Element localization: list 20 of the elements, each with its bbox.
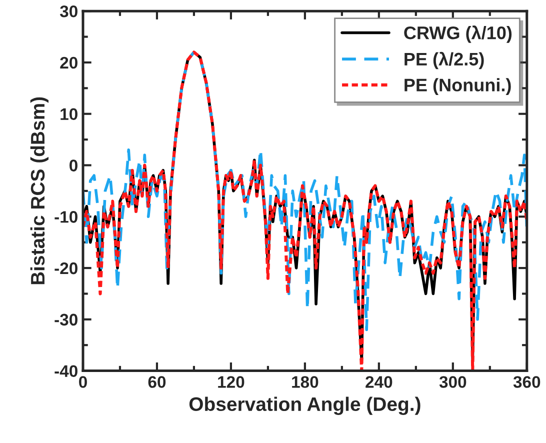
y-axis-title: Bistatic RCS (dBsm): [30, 97, 48, 284]
x-tick-label: 0: [79, 376, 87, 388]
y-tick-label: 20: [60, 56, 78, 69]
x-tick-label: 120: [218, 376, 244, 388]
x-tick-label: 180: [292, 376, 318, 388]
y-tick-label: -10: [54, 211, 78, 223]
x-tick-label: 60: [148, 376, 166, 388]
y-tick-label: -40: [54, 365, 78, 377]
x-tick-label: 360: [513, 376, 540, 388]
x-axis-title: Observation Angle (Deg.): [189, 396, 420, 415]
y-tick-label: 0: [70, 160, 78, 172]
y-tick-label: -20: [54, 262, 78, 274]
x-tick-label: 240: [366, 376, 392, 388]
legend-label: CRWG (λ/10): [404, 26, 512, 43]
y-tick-label: -30: [54, 314, 78, 326]
y-tick-label: 30: [60, 5, 78, 18]
legend-label: PE (λ/2.5): [404, 52, 484, 70]
y-tick-label: 10: [60, 108, 78, 120]
x-tick-label: 300: [439, 376, 466, 388]
legend-label: PE (Nonuni.): [404, 78, 511, 95]
